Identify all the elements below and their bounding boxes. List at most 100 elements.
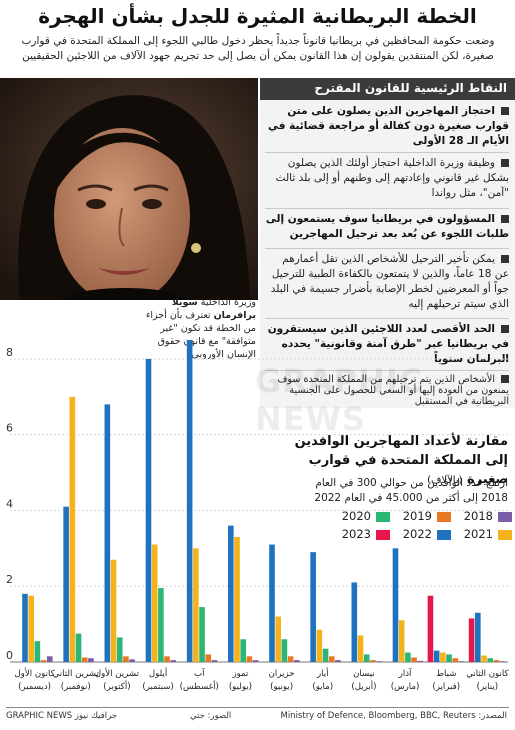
legend-label: 2018 xyxy=(463,509,493,523)
x-tick-label: أيار xyxy=(316,667,329,679)
bullet-icon xyxy=(501,215,509,223)
divider xyxy=(265,208,509,209)
bar-2021-9 xyxy=(151,544,158,662)
x-tick-label-sub: (فبراير) xyxy=(432,682,460,692)
bar-2022-2 xyxy=(433,650,440,662)
bar-2019-8 xyxy=(205,654,212,662)
bullet-icon xyxy=(501,325,509,333)
legend-item-2022: 2022 xyxy=(393,527,451,542)
page-title: الخطة البريطانية المثيرة للجدل بشأن الهج… xyxy=(38,4,477,28)
x-tick-label-sub: (يونيو) xyxy=(270,682,293,692)
key-point-5: الحد الأقصى لعدد اللاجئين الذين سيستقرون… xyxy=(265,322,509,367)
legend-swatch xyxy=(498,530,512,540)
bar-2021-4 xyxy=(357,635,364,662)
x-tick-label-sub: (سبتمبر) xyxy=(142,682,173,692)
bar-2019-1 xyxy=(493,660,500,662)
bullet-icon xyxy=(501,255,509,263)
x-tick-label-sub: (أكتوبر) xyxy=(103,680,130,692)
bar-2018-6 xyxy=(293,660,300,662)
bar-2018-12 xyxy=(46,656,53,662)
y-tick-label: 6 xyxy=(6,422,13,435)
bar-2020-10 xyxy=(116,637,123,662)
bullet-icon xyxy=(501,107,509,115)
key-point-2: وظيفة وزيرة الداخلية احتجاز أولئك الذين … xyxy=(265,156,509,201)
bar-2018-2 xyxy=(458,661,465,663)
minister-photo xyxy=(0,78,258,300)
bar-2018-10 xyxy=(129,659,135,662)
y-tick-label: 0 xyxy=(6,649,13,662)
footer-source: المصدر: Ministry of Defence, Bloomberg, … xyxy=(280,711,507,721)
bar-2021-10 xyxy=(110,559,117,662)
bar-2022-1 xyxy=(475,612,481,662)
bullet-icon xyxy=(501,159,509,167)
legend-swatch xyxy=(376,530,390,540)
key-point-3: المسؤولون في بريطانيا سوف يستمعون إلى طل… xyxy=(265,212,509,242)
divider xyxy=(265,248,509,249)
legend-item-2021: 2021 xyxy=(454,527,512,542)
key-points-header: النقاط الرئيسية للقانون المقترح xyxy=(260,78,515,100)
bar-2019-5 xyxy=(328,656,335,662)
bar-2019-12 xyxy=(40,660,47,662)
bar-2020-7 xyxy=(240,639,247,662)
footer-divider xyxy=(6,707,509,708)
x-tick-label-sub: (أغسطس) xyxy=(180,680,219,692)
intro-text: وضعت حكومة المحافظين في بريطانيا قانوناً… xyxy=(21,35,495,62)
key-point-6-text: الأشخاص الذين يتم ترحيلهم من المملكة الم… xyxy=(277,374,509,407)
y-tick-label: 4 xyxy=(6,497,13,510)
x-tick-label-sub: (يوليو) xyxy=(229,682,252,692)
key-point-5-text: الحد الأقصى لعدد اللاجئين الذين سيستقرون… xyxy=(267,323,509,365)
bar-2020-9 xyxy=(158,588,164,662)
photo-caption: وزيرة الداخلية سويلا برافرمان تعترف بأن … xyxy=(136,296,256,361)
bar-2018-4 xyxy=(376,661,382,663)
x-tick-label-sub: (أبريل) xyxy=(351,680,376,692)
watermark: GRAPHIC NEWS xyxy=(255,362,424,438)
bar-2021-6 xyxy=(275,616,281,662)
legend-label: 2022 xyxy=(402,527,432,541)
bar-2020-8 xyxy=(199,607,205,662)
legend-swatch xyxy=(376,512,390,522)
bar-2020-3 xyxy=(405,652,411,662)
key-point-4-text: يمكن تأخير الترحيل للأشخاص الذين تقل أعم… xyxy=(270,253,509,310)
x-tick-label: نيسان xyxy=(353,669,375,679)
chart-title-line-2-text: إلى المملكة المتحدة في قوارب صغيرة xyxy=(308,453,508,487)
bar-2022-12 xyxy=(22,593,28,662)
x-tick-label: أيلول xyxy=(149,667,167,679)
bar-2019-3 xyxy=(411,657,417,662)
x-tick-label-sub: (مايو) xyxy=(312,682,333,692)
legend-label: 2019 xyxy=(402,509,432,523)
divider xyxy=(265,370,509,371)
bar-2021-3 xyxy=(398,620,405,662)
x-tick-label: حزيران xyxy=(269,669,295,679)
bar-2021-1 xyxy=(481,655,487,662)
bar-2018-9 xyxy=(170,660,177,662)
bar-2018-7 xyxy=(252,660,259,662)
bar-2020-11 xyxy=(75,633,82,662)
footer-photo-credit: الصور: جتي xyxy=(190,711,232,721)
arrivals-bar-chart: 0 2 4 6 8 كانون الثاني (يناير) شباط (فبراير) آذار… xyxy=(6,340,510,692)
bar-2022-6 xyxy=(269,544,275,662)
legend-label: 2020 xyxy=(341,509,371,523)
key-point-1: احتجاز المهاجرين الذين يصلون على متن قوا… xyxy=(265,104,509,149)
y-tick-label: 2 xyxy=(6,573,13,586)
divider xyxy=(265,318,509,319)
caption-post: تعترف بأن أجزاء من الخطة قد تكون "غير مت… xyxy=(145,310,256,360)
bar-2022-8 xyxy=(186,340,193,662)
bar-2021-8 xyxy=(193,548,199,662)
bar-2022-5 xyxy=(310,552,316,662)
chart-unit: (بالآلاف) xyxy=(427,475,463,486)
bar-2021-5 xyxy=(316,629,323,662)
bar-2022-3 xyxy=(392,548,399,662)
bar-2019-6 xyxy=(287,656,294,662)
x-tick-label: تشرين الأول xyxy=(95,667,140,679)
key-point-3-text: المسؤولون في بريطانيا سوف يستمعون إلى طل… xyxy=(265,213,509,240)
key-point-4: يمكن تأخير الترحيل للأشخاص الذين تقل أعم… xyxy=(265,252,509,312)
legend-swatch xyxy=(437,512,451,522)
key-point-6: الأشخاص الذين يتم ترحيلهم من المملكة الم… xyxy=(265,374,509,407)
bar-2019-11 xyxy=(81,657,88,662)
x-tick-label: تموز xyxy=(231,669,249,679)
chart-title-line-1: مقارنة لأعداد المهاجرين الوافدين xyxy=(294,434,508,449)
bar-2023-1 xyxy=(468,618,475,662)
chart-subtitle: ارتفع عدد الوافدين من حوالي 300 في العام… xyxy=(314,477,508,504)
x-tick-label-sub: (ديسمبر) xyxy=(18,682,51,692)
chart-legend: 2018 2019 2020 2021 2022 2023 xyxy=(332,509,512,546)
